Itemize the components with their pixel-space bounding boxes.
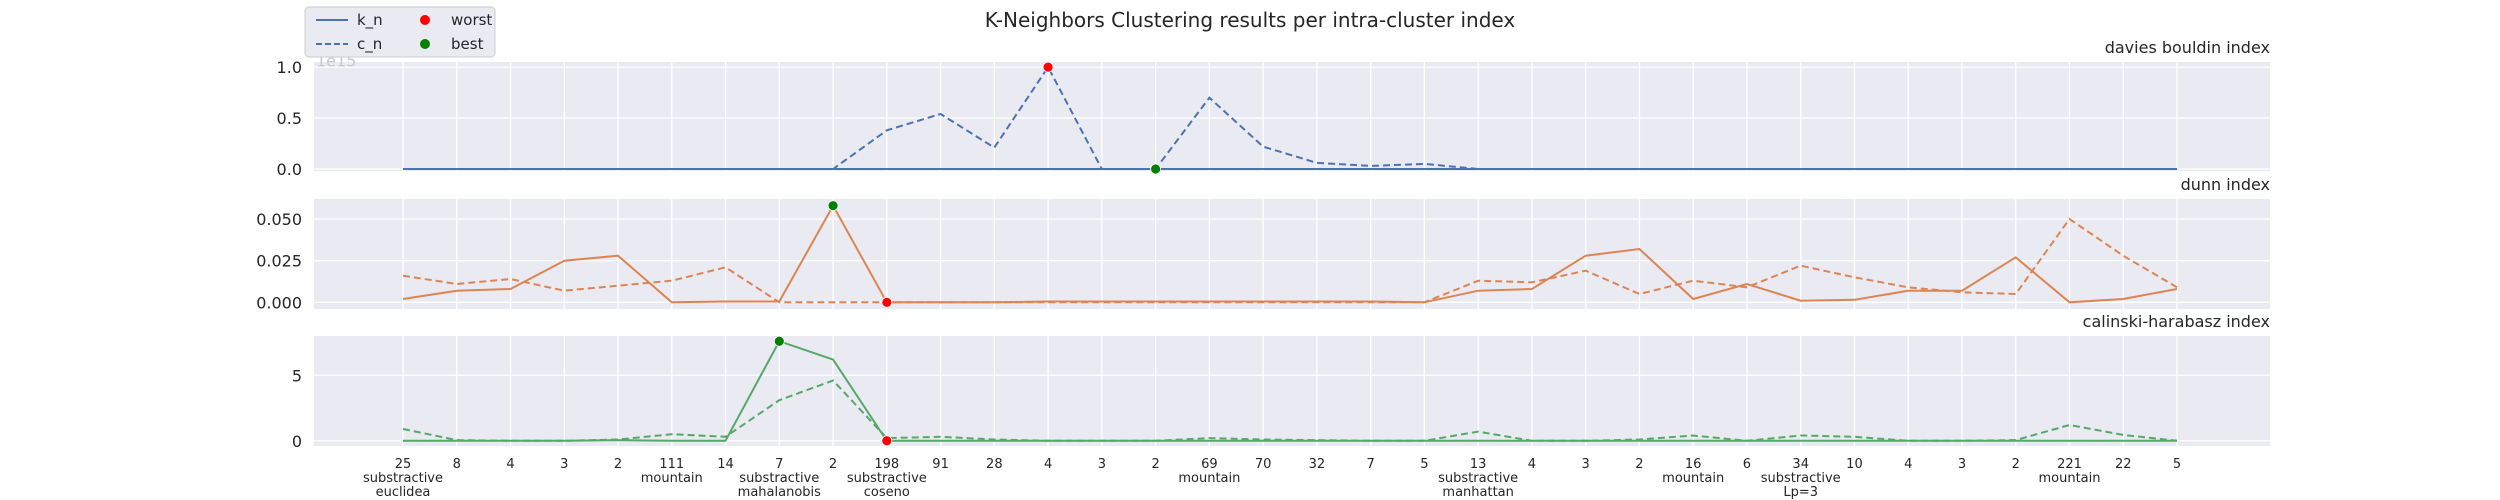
x-group-label: mountain xyxy=(1178,471,1240,486)
x-tick-label: 4 xyxy=(506,457,514,472)
x-group-label: mountain xyxy=(1662,471,1724,486)
x-tick-label: 25 xyxy=(395,457,412,472)
x-tick-label: 70 xyxy=(1255,457,1272,472)
y-tick-label: 0.025 xyxy=(256,252,302,271)
x-tick-label: 2 xyxy=(829,457,837,472)
x-tick-label: 111 xyxy=(659,457,684,472)
plot-area xyxy=(314,62,2270,171)
x-tick-label: 3 xyxy=(1958,457,1966,472)
x-group-label: substractive xyxy=(847,471,927,486)
y-tick-label: 0.000 xyxy=(256,293,302,312)
legend-entry: k_n xyxy=(316,11,383,30)
x-group-label: Lp=3 xyxy=(1783,485,1818,500)
worst-marker xyxy=(881,296,893,308)
legend-label: best xyxy=(451,35,484,53)
x-tick-label: 2 xyxy=(1635,457,1643,472)
legend-label: worst xyxy=(451,11,492,29)
y-tick-label: 0.050 xyxy=(256,210,302,229)
x-group-label: euclidea xyxy=(376,485,431,500)
worst-marker xyxy=(881,435,893,447)
y-tick-label: 0 xyxy=(292,432,302,451)
chart-title: K-Neighbors Clustering results per intra… xyxy=(985,8,1516,32)
x-tick-label: 2 xyxy=(614,457,622,472)
series-k_n-line xyxy=(403,339,2177,442)
x-tick-label: 8 xyxy=(453,457,461,472)
series-c_n-line xyxy=(402,217,2178,304)
x-group-label: mountain xyxy=(2038,471,2100,486)
panel-2: 0.000 0.025 0.050 dunn index xyxy=(256,175,2270,312)
x-group-label: manhattan xyxy=(1442,485,1513,500)
x-tick-label: 4 xyxy=(1904,457,1912,472)
panel-title: davies bouldin index xyxy=(2105,38,2270,57)
worst-marker xyxy=(1042,61,1054,73)
x-tick-label: 22 xyxy=(2115,457,2132,472)
x-tick-label: 10 xyxy=(1846,457,1863,472)
x-tick-label: 69 xyxy=(1201,457,1218,472)
x-group-label: substractive xyxy=(739,471,819,486)
x-tick-label: 4 xyxy=(1528,457,1536,472)
plot-area xyxy=(314,336,2270,446)
panel-title: calinski-harabasz index xyxy=(2083,312,2270,331)
x-tick-label: 4 xyxy=(1044,457,1052,472)
y-tick-label: 1.0 xyxy=(277,58,302,77)
series-k_n-line xyxy=(402,203,2178,304)
x-tick-label: 16 xyxy=(1685,457,1702,472)
y-tick-label: 0.5 xyxy=(277,109,302,128)
x-tick-label: 6 xyxy=(1743,457,1751,472)
legend-entry: c_n xyxy=(316,35,382,54)
legend-entry: worst xyxy=(420,11,492,29)
x-group-label: substractive xyxy=(363,471,443,486)
legend-frame xyxy=(304,6,496,58)
x-group-label: mountain xyxy=(641,471,703,486)
x-tick-label: 3 xyxy=(1582,457,1590,472)
best-marker xyxy=(827,200,839,212)
panel-3: 0 5 calinski-harabasz index xyxy=(292,312,2270,451)
x-group-label: coseno xyxy=(864,485,910,500)
x-group-label: substractive xyxy=(1438,471,1518,486)
x-group-label: substractive xyxy=(1761,471,1841,486)
legend-entry: best xyxy=(420,35,484,53)
x-tick-label: 3 xyxy=(1098,457,1106,472)
best-marker xyxy=(1150,163,1162,175)
x-tick-label: 2 xyxy=(1151,457,1159,472)
x-tick-label: 91 xyxy=(932,457,949,472)
legend-swatch-worst xyxy=(420,15,430,25)
panel-title: dunn index xyxy=(2181,175,2270,194)
x-tick-label: 198 xyxy=(874,457,899,472)
x-tick-label: 5 xyxy=(1420,457,1428,472)
x-tick-label: 14 xyxy=(717,457,734,472)
x-tick-label: 32 xyxy=(1309,457,1326,472)
x-tick-label: 2 xyxy=(2012,457,2020,472)
x-tick-label: 13 xyxy=(1470,457,1487,472)
x-tick-label: 7 xyxy=(775,457,783,472)
x-tick-label: 5 xyxy=(2173,457,2181,472)
x-tick-label: 34 xyxy=(1792,457,1809,472)
x-tick-label: 3 xyxy=(560,457,568,472)
legend: k_n c_n worst best xyxy=(304,6,496,58)
x-tick-label: 28 xyxy=(986,457,1003,472)
x-group-label: mahalanobis xyxy=(738,485,821,500)
x-tick-label: 7 xyxy=(1366,457,1374,472)
y-tick-label: 5 xyxy=(292,366,302,385)
x-tick-label: 221 xyxy=(2057,457,2082,472)
y-tick-label: 0.0 xyxy=(277,160,302,179)
legend-label: c_n xyxy=(357,35,382,54)
legend-label: k_n xyxy=(357,11,383,30)
best-marker xyxy=(773,335,785,347)
legend-swatch-best xyxy=(420,39,430,49)
